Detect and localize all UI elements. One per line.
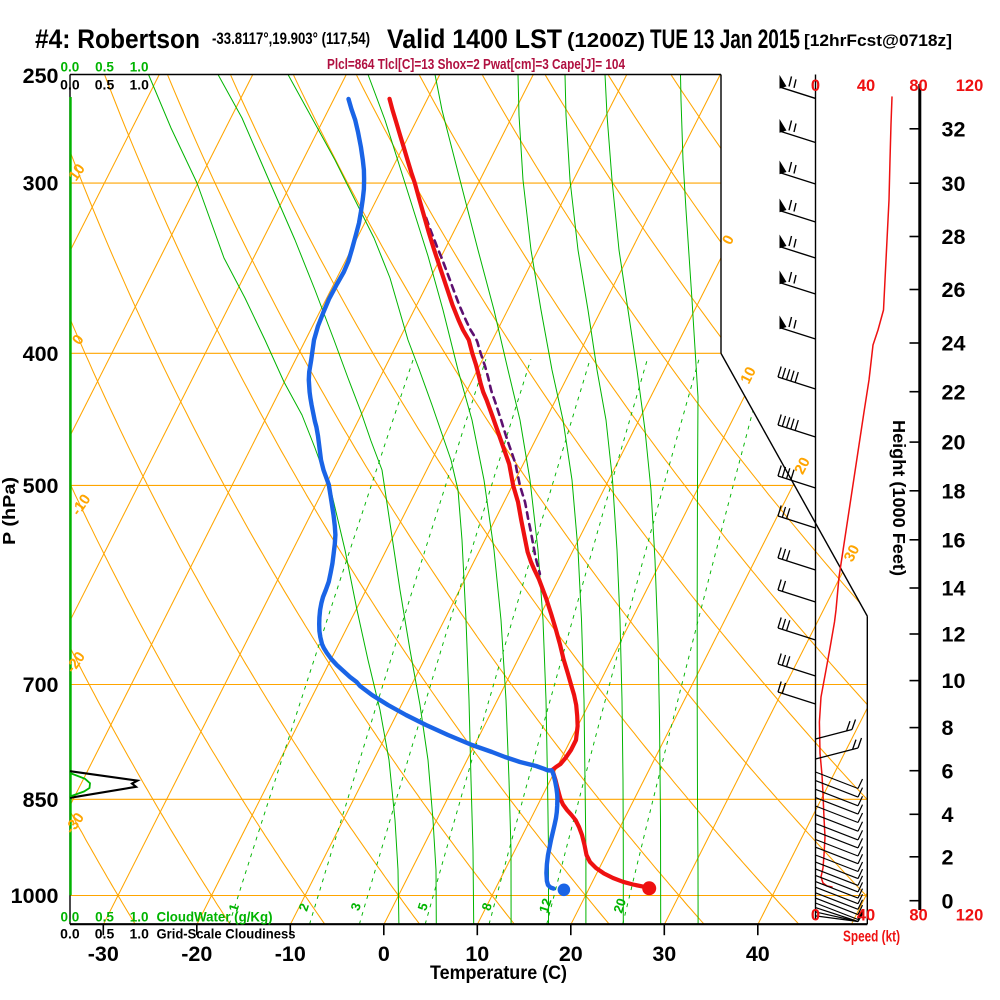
svg-text:1.0: 1.0 [129, 926, 149, 942]
svg-text:5: 5 [414, 901, 431, 913]
svg-text:0.0: 0.0 [61, 910, 80, 925]
svg-text:80: 80 [909, 77, 927, 95]
svg-text:1.0: 1.0 [130, 910, 149, 925]
svg-text:18: 18 [942, 479, 966, 503]
svg-text:6: 6 [942, 759, 954, 783]
svg-text:-20: -20 [181, 942, 212, 966]
svg-text:10: 10 [465, 942, 489, 966]
svg-text:250: 250 [23, 64, 59, 88]
svg-text:12: 12 [536, 896, 555, 914]
svg-text:P (hPa): P (hPa) [0, 477, 19, 545]
svg-text:0.5: 0.5 [95, 77, 115, 93]
svg-text:700: 700 [23, 673, 59, 697]
svg-text:Plcl=864 Tlcl[C]=13 Shox=2 Pwa: Plcl=864 Tlcl[C]=13 Shox=2 Pwat[cm]=3 Ca… [327, 56, 626, 73]
svg-text:10: 10 [65, 161, 88, 184]
svg-text:500: 500 [23, 474, 59, 498]
svg-text:0: 0 [378, 942, 390, 966]
svg-text:120: 120 [956, 907, 984, 925]
svg-text:40: 40 [857, 77, 875, 95]
svg-text:30: 30 [652, 942, 676, 966]
svg-text:0.0: 0.0 [61, 60, 80, 75]
svg-text:0: 0 [811, 907, 820, 925]
svg-text:Valid 1400 LST: Valid 1400 LST [387, 24, 562, 54]
svg-text:10: 10 [942, 669, 966, 693]
svg-text:2: 2 [942, 845, 954, 869]
svg-text:120: 120 [956, 77, 984, 95]
svg-text:8: 8 [478, 901, 495, 913]
svg-text:0.5: 0.5 [95, 910, 114, 925]
svg-text:0: 0 [811, 77, 820, 95]
svg-text:TUE 13 Jan 2015: TUE 13 Jan 2015 [650, 24, 800, 54]
svg-text:Height (1000 Feet): Height (1000 Feet) [889, 420, 909, 576]
svg-text:1.0: 1.0 [129, 77, 149, 93]
svg-text:CloudWater (g/Kg): CloudWater (g/Kg) [157, 910, 273, 925]
svg-text:Temperature (C): Temperature (C) [430, 962, 567, 984]
svg-text:#4: Robertson: #4: Robertson [35, 24, 200, 54]
svg-text:Grid-Scale Cloudiness: Grid-Scale Cloudiness [157, 926, 296, 942]
svg-text:20: 20 [610, 896, 629, 914]
svg-text:Speed (kt): Speed (kt) [843, 929, 900, 946]
svg-text:14: 14 [942, 577, 966, 601]
svg-text:-30: -30 [88, 942, 119, 966]
svg-text:1000: 1000 [11, 884, 59, 908]
svg-text:30: 30 [841, 542, 864, 565]
svg-text:(1200Z): (1200Z) [567, 30, 645, 52]
svg-text:32: 32 [942, 117, 966, 141]
svg-text:28: 28 [942, 225, 966, 249]
svg-text:40: 40 [857, 907, 875, 925]
svg-text:26: 26 [942, 278, 966, 302]
svg-text:2: 2 [295, 901, 312, 913]
svg-text:0.5: 0.5 [95, 926, 115, 942]
svg-text:0.0: 0.0 [60, 926, 80, 942]
svg-text:3: 3 [347, 901, 364, 913]
svg-text:30: 30 [942, 172, 966, 196]
svg-text:4: 4 [942, 803, 954, 827]
svg-text:850: 850 [23, 788, 59, 812]
svg-text:0.0: 0.0 [60, 77, 80, 93]
svg-text:[12hrFcst@0718z]: [12hrFcst@0718z] [804, 31, 952, 50]
svg-text:40: 40 [746, 942, 770, 966]
svg-text:20: 20 [791, 455, 814, 478]
svg-text:20: 20 [942, 431, 966, 455]
svg-text:12: 12 [942, 623, 966, 647]
svg-text:-10: -10 [275, 942, 306, 966]
svg-text:24: 24 [942, 332, 966, 356]
svg-text:8: 8 [942, 716, 954, 740]
svg-text:10: 10 [737, 364, 760, 387]
svg-text:0: 0 [942, 889, 954, 913]
svg-text:20: 20 [559, 942, 583, 966]
svg-text:300: 300 [23, 172, 59, 196]
svg-text:22: 22 [942, 380, 966, 404]
svg-text:400: 400 [23, 342, 59, 366]
svg-text:1.0: 1.0 [130, 60, 149, 75]
svg-text:80: 80 [909, 907, 927, 925]
svg-text:-33.8117°,19.903° (117,54): -33.8117°,19.903° (117,54) [212, 29, 370, 48]
svg-text:16: 16 [942, 528, 966, 552]
svg-text:0.5: 0.5 [95, 60, 114, 75]
svg-text:1: 1 [225, 902, 242, 914]
